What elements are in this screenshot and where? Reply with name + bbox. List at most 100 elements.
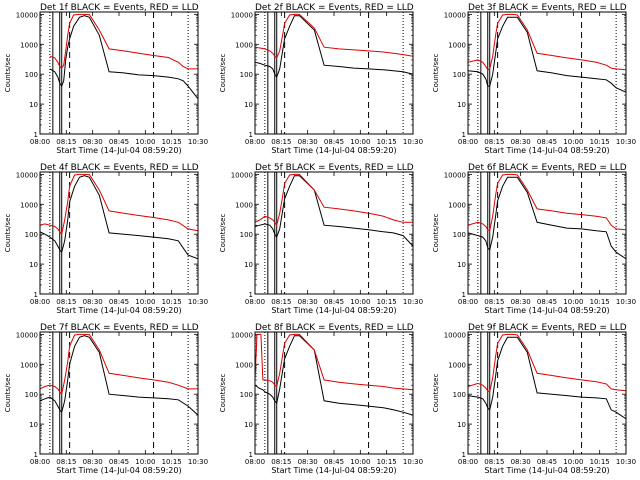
y-tick-label: 1 xyxy=(34,291,38,299)
y-axis-label: Counts/sec xyxy=(4,54,12,93)
x-tick-label: 08:45 xyxy=(324,138,344,146)
panel-title: Det 5f BLACK = Events, RED = LLD xyxy=(255,163,414,173)
series-lld xyxy=(255,173,413,227)
series-events xyxy=(40,335,198,416)
x-tick-label: 08:00 xyxy=(30,458,50,466)
plot-frame xyxy=(467,331,627,455)
x-tick-label: 10:15 xyxy=(377,458,397,466)
x-tick-label: 08:00 xyxy=(458,298,478,306)
panel-title: Det 8f BLACK = Events, RED = LLD xyxy=(255,323,414,333)
x-tick-label: 08:30 xyxy=(298,298,318,306)
x-tick-label: 10:30 xyxy=(616,298,636,306)
x-tick-label: 08:15 xyxy=(484,138,504,146)
x-tick-label: 08:45 xyxy=(324,298,344,306)
x-tick-label: 08:45 xyxy=(109,298,129,306)
series-lld xyxy=(468,173,626,232)
y-tick-label: 1000 xyxy=(235,361,253,369)
series-lld xyxy=(49,13,198,70)
x-tick-label: 08:00 xyxy=(245,138,265,146)
x-tick-label: 08:30 xyxy=(511,298,531,306)
panel-title: Det 2f BLACK = Events, RED = LLD xyxy=(255,3,414,13)
x-axis-label: Start Time (14-Jul-04 08:59:20) xyxy=(484,466,609,475)
x-tick-label: 08:45 xyxy=(537,138,557,146)
y-tick-label: 1 xyxy=(462,291,466,299)
panel-title: Det 7f BLACK = Events, RED = LLD xyxy=(40,323,199,333)
y-tick-label: 1000 xyxy=(235,41,253,49)
x-tick-label: 08:00 xyxy=(30,138,50,146)
x-tick-label: 08:30 xyxy=(298,138,318,146)
x-tick-label: 10:30 xyxy=(403,298,423,306)
x-tick-label: 10:15 xyxy=(590,458,610,466)
series-events xyxy=(255,335,413,416)
y-tick-label: 1 xyxy=(249,451,253,459)
series-events xyxy=(49,15,198,100)
x-tick-label: 10:00 xyxy=(350,298,370,306)
x-tick-label: 10:00 xyxy=(135,138,155,146)
x-tick-label: 10:15 xyxy=(162,458,182,466)
x-tick-label: 08:30 xyxy=(83,458,103,466)
x-tick-label: 10:30 xyxy=(188,298,208,306)
x-tick-label: 08:45 xyxy=(537,458,557,466)
panel-5: Det 5f BLACK = Events, RED = LLD Counts/s… xyxy=(219,163,423,315)
y-tick-label: 10 xyxy=(29,261,38,269)
x-axis-label: Start Time (14-Jul-04 08:59:20) xyxy=(271,146,396,155)
y-axis-label: Counts/sec xyxy=(432,54,440,93)
x-tick-label: 10:00 xyxy=(135,458,155,466)
plot-frame xyxy=(39,11,199,135)
y-axis-label: Counts/sec xyxy=(432,214,440,253)
panel-title: Det 4f BLACK = Events, RED = LLD xyxy=(40,163,199,173)
y-tick-label: 100 xyxy=(453,391,466,399)
x-tick-label: 08:15 xyxy=(56,138,76,146)
panel-3: Det 3f BLACK = Events, RED = LLD Counts/s… xyxy=(432,3,636,155)
y-tick-label: 10 xyxy=(457,261,466,269)
y-tick-label: 10 xyxy=(29,101,38,109)
plot-frame xyxy=(254,11,414,135)
plot-frame xyxy=(39,331,199,455)
y-tick-label: 100 xyxy=(240,71,253,79)
x-tick-label: 10:00 xyxy=(350,138,370,146)
y-axis-label: Counts/sec xyxy=(4,374,12,413)
x-tick-label: 10:00 xyxy=(563,138,583,146)
x-tick-label: 08:15 xyxy=(271,138,291,146)
series-events xyxy=(468,336,626,420)
y-tick-label: 10 xyxy=(29,421,38,429)
x-tick-label: 08:15 xyxy=(484,458,504,466)
y-axis-label: Counts/sec xyxy=(219,374,227,413)
y-tick-label: 100 xyxy=(453,231,466,239)
series-lld xyxy=(255,333,413,391)
y-axis-label: Counts/sec xyxy=(219,214,227,253)
series-events xyxy=(255,15,413,79)
x-tick-label: 10:15 xyxy=(377,298,397,306)
panel-8: Det 8f BLACK = Events, RED = LLD Counts/s… xyxy=(219,323,423,475)
x-tick-label: 10:15 xyxy=(590,298,610,306)
plot-frame xyxy=(39,171,199,295)
plot-frame xyxy=(254,171,414,295)
plot-frame xyxy=(254,331,414,455)
x-tick-label: 08:30 xyxy=(511,458,531,466)
x-tick-label: 08:15 xyxy=(271,458,291,466)
x-tick-label: 10:00 xyxy=(350,458,370,466)
x-tick-label: 10:00 xyxy=(563,458,583,466)
panel-7: Det 7f BLACK = Events, RED = LLD Counts/s… xyxy=(4,323,208,475)
x-axis-label: Start Time (14-Jul-04 08:59:20) xyxy=(271,306,396,315)
x-tick-label: 10:00 xyxy=(563,298,583,306)
x-tick-label: 10:30 xyxy=(616,458,636,466)
y-tick-label: 1000 xyxy=(448,41,466,49)
x-tick-label: 08:15 xyxy=(271,298,291,306)
y-tick-label: 1 xyxy=(249,131,253,139)
series-lld xyxy=(468,13,626,71)
y-axis-label: Counts/sec xyxy=(432,374,440,413)
series-lld xyxy=(40,173,198,236)
x-tick-label: 10:30 xyxy=(403,138,423,146)
y-tick-label: 100 xyxy=(240,231,253,239)
x-tick-label: 08:00 xyxy=(458,138,478,146)
x-tick-label: 08:00 xyxy=(30,298,50,306)
y-tick-label: 10000 xyxy=(444,11,466,19)
x-tick-label: 08:45 xyxy=(324,458,344,466)
x-tick-label: 10:30 xyxy=(188,458,208,466)
x-tick-label: 08:45 xyxy=(109,138,129,146)
y-tick-label: 1000 xyxy=(448,361,466,369)
y-axis-label: Counts/sec xyxy=(4,214,12,253)
x-tick-label: 10:00 xyxy=(135,298,155,306)
series-lld xyxy=(468,333,626,393)
